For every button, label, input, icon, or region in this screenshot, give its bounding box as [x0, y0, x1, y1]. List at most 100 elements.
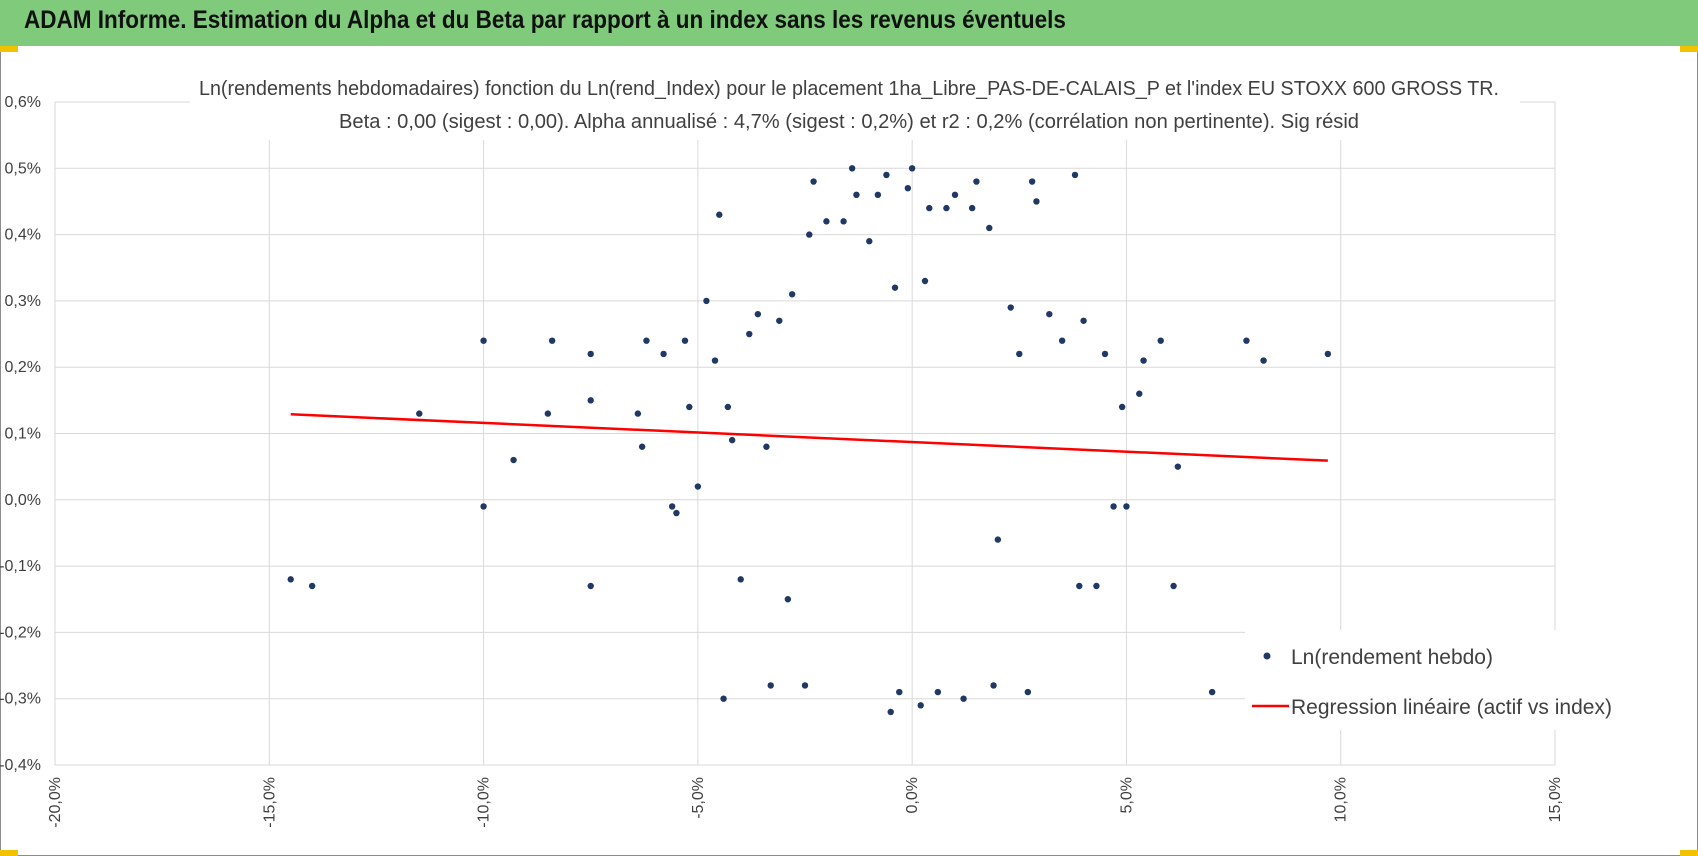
y-tick-label: 0,5%	[5, 160, 41, 177]
data-point	[784, 596, 792, 603]
data-point	[1071, 171, 1079, 179]
data-points	[287, 165, 1332, 716]
page-title: ADAM Informe. Estimation du Alpha et du …	[24, 6, 1066, 34]
data-point	[926, 204, 933, 212]
data-point	[883, 171, 890, 179]
data-point	[823, 218, 830, 225]
data-point	[686, 403, 693, 411]
data-point	[960, 695, 967, 702]
data-point	[904, 184, 912, 192]
x-axis-ticks: -20,0% -15,0% -10,0% -5,0% 0,0% 5,0% 10,0% 15,0…	[47, 777, 1564, 828]
legend-marker-scatter	[1263, 652, 1271, 660]
data-point	[896, 688, 903, 696]
legend-label-regression: Regression linéaire (actif vs index)	[1291, 696, 1612, 719]
data-point	[694, 483, 702, 490]
data-point	[634, 410, 642, 417]
data-point	[1033, 198, 1040, 205]
data-point	[1140, 357, 1147, 364]
data-point	[934, 688, 942, 696]
data-point	[711, 357, 719, 364]
x-tick-label: -10,0%	[476, 777, 493, 828]
data-point	[788, 291, 796, 298]
data-point	[1243, 337, 1250, 344]
data-point	[416, 410, 423, 417]
data-point	[840, 218, 847, 225]
data-point	[681, 337, 689, 344]
y-tick-label: 0,1%	[5, 426, 41, 443]
data-point	[806, 231, 813, 238]
data-point	[866, 238, 873, 245]
data-point	[990, 682, 997, 689]
data-point	[638, 443, 646, 450]
data-point	[1046, 310, 1053, 318]
data-point	[724, 403, 732, 411]
data-point	[874, 191, 882, 199]
data-point	[720, 695, 727, 702]
y-tick-label: -0,3%	[0, 691, 41, 708]
data-point	[1136, 390, 1143, 397]
data-point	[480, 503, 487, 510]
data-point	[1058, 337, 1066, 344]
chart-title-background	[190, 68, 1520, 140]
data-point	[548, 337, 556, 344]
x-tick-label: -15,0%	[261, 777, 278, 828]
regression-line	[290, 413, 1328, 462]
y-axis-ticks: -0,4% -0,3% -0,2% -0,1% 0,0% 0,1% 0,2% 0,3% 0,4%…	[0, 94, 41, 774]
data-point	[887, 708, 894, 716]
data-point	[643, 337, 650, 344]
x-tick-label: -5,0%	[690, 777, 707, 819]
data-point	[737, 576, 744, 583]
data-point	[917, 702, 924, 709]
data-point	[951, 191, 959, 199]
data-point	[767, 682, 774, 689]
data-point	[921, 277, 929, 285]
x-tick-label: 0,0%	[904, 777, 921, 813]
data-point	[848, 165, 856, 172]
data-point	[587, 582, 594, 590]
data-point	[1260, 357, 1267, 364]
legend: Ln(rendement hebdo) Regression linéaire …	[1245, 630, 1615, 730]
data-point	[801, 682, 809, 689]
corner-marker-top-left	[0, 46, 18, 52]
data-point	[1324, 350, 1332, 358]
data-point	[1123, 503, 1130, 510]
data-point	[968, 204, 976, 212]
x-tick-label: 5,0%	[1118, 777, 1135, 813]
corner-marker-top-right	[1680, 46, 1698, 52]
data-point	[587, 350, 594, 358]
data-point	[1080, 317, 1087, 324]
data-point	[660, 350, 667, 358]
data-point	[544, 410, 552, 417]
legend-label-scatter: Ln(rendement hebdo)	[1291, 646, 1493, 669]
corner-marker-bottom-left	[0, 850, 18, 856]
data-point	[1174, 463, 1182, 470]
data-point	[754, 310, 762, 318]
data-point	[668, 503, 676, 510]
data-point	[703, 297, 710, 305]
y-tick-label: -0,2%	[0, 624, 41, 641]
regression-line-layer	[290, 413, 1328, 462]
x-tick-label: 15,0%	[1547, 777, 1564, 822]
data-point	[1118, 403, 1126, 411]
data-point	[986, 224, 993, 232]
data-point	[1093, 582, 1100, 590]
y-tick-label: 0,3%	[5, 293, 41, 310]
y-tick-label: -0,4%	[0, 757, 41, 774]
data-point	[1016, 350, 1023, 358]
y-tick-label: -0,1%	[0, 558, 41, 575]
data-point	[763, 443, 770, 450]
data-point	[810, 178, 817, 185]
data-point	[587, 397, 594, 404]
data-point	[673, 509, 680, 517]
data-point	[1007, 304, 1014, 311]
data-point	[1076, 582, 1083, 590]
data-point	[943, 204, 950, 212]
data-point	[776, 317, 783, 324]
data-point	[1028, 178, 1036, 185]
data-point	[973, 178, 980, 185]
x-tick-label: -20,0%	[47, 777, 64, 828]
y-tick-label: 0,6%	[5, 94, 41, 111]
data-point	[908, 165, 916, 172]
data-point	[1110, 503, 1117, 510]
